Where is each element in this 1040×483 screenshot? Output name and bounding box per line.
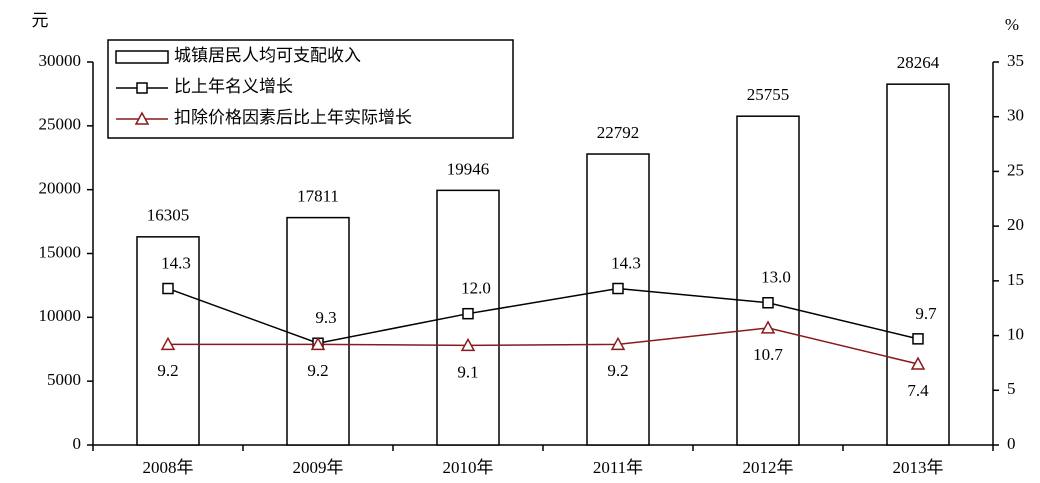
bar: [886, 83, 950, 446]
line-marker: [162, 282, 174, 295]
line-value-label: 10.7: [753, 345, 783, 364]
bar: [736, 115, 800, 446]
y2-tick-label: 5: [1007, 379, 1016, 398]
x-tick-label: 2009年: [293, 458, 344, 477]
y-tick-label: 5000: [47, 370, 81, 389]
line-marker: [612, 282, 624, 295]
bar-value-label: 19946: [447, 159, 490, 178]
line-marker: [910, 356, 926, 370]
x-tick-label: 2010年: [443, 458, 494, 477]
y-tick-label: 0: [73, 434, 82, 453]
y2-axis-label: %: [1005, 15, 1019, 34]
bar-value-label: 25755: [747, 85, 790, 104]
line-value-label: 13.0: [761, 268, 791, 287]
line-marker: [160, 336, 176, 351]
x-tick-label: 2013年: [893, 458, 944, 477]
line-value-label: 9.3: [315, 308, 336, 327]
line-marker: [912, 333, 924, 345]
y2-tick-label: 10: [1007, 324, 1024, 343]
line: [168, 327, 919, 365]
y2-tick-label: 25: [1007, 160, 1024, 179]
y-tick-label: 15000: [39, 242, 82, 261]
line-value-label: 9.2: [307, 361, 328, 380]
legend-label: 城镇居民人均可支配收入: [174, 46, 361, 65]
y-tick-label: 20000: [39, 179, 82, 198]
y-tick-label: 25000: [39, 115, 82, 134]
line-value-label: 14.3: [161, 253, 191, 272]
legend-marker: [134, 111, 150, 125]
bar-value-label: 17811: [297, 187, 339, 206]
line-marker: [610, 336, 626, 351]
legend-label: 扣除价格因素后比上年实际增长: [174, 108, 412, 127]
legend-symbol: [115, 50, 169, 64]
line: [167, 287, 919, 345]
line-value-label: 14.3: [611, 253, 641, 272]
y2-tick-label: 0: [1007, 434, 1016, 453]
bar: [586, 153, 650, 446]
y-tick-label: 10000: [39, 306, 82, 325]
legend-marker: [136, 82, 148, 94]
line-marker: [760, 320, 776, 334]
line-marker: [462, 307, 474, 320]
y2-tick-label: 20: [1007, 215, 1024, 234]
legend-box: [107, 39, 514, 139]
y2-tick-label: 30: [1007, 106, 1024, 125]
bar: [286, 216, 350, 446]
x-tick-label: 2011年: [593, 458, 643, 477]
y2-tick-label: 15: [1007, 270, 1024, 289]
y2-tick-label: 35: [1007, 51, 1024, 70]
line-marker: [762, 296, 774, 309]
line-value-label: 9.2: [607, 361, 628, 380]
bar-value-label: 28264: [897, 53, 940, 72]
line-marker: [460, 337, 476, 352]
y-tick-label: 30000: [39, 51, 82, 70]
x-tick-label: 2008年: [143, 458, 194, 477]
line-value-label: 12.0: [461, 279, 491, 298]
line-value-label: 9.7: [915, 304, 937, 323]
line-marker: [310, 336, 326, 351]
y-axis-label: 元: [32, 11, 49, 30]
line-value-label: 9.2: [157, 361, 178, 380]
line-value-label: 7.4: [907, 381, 929, 400]
line-value-label: 9.1: [457, 362, 478, 381]
bar-value-label: 22792: [597, 123, 640, 142]
x-tick-label: 2012年: [743, 458, 794, 477]
bar-value-label: 16305: [147, 206, 190, 225]
legend-label: 比上年名义增长: [174, 77, 293, 96]
